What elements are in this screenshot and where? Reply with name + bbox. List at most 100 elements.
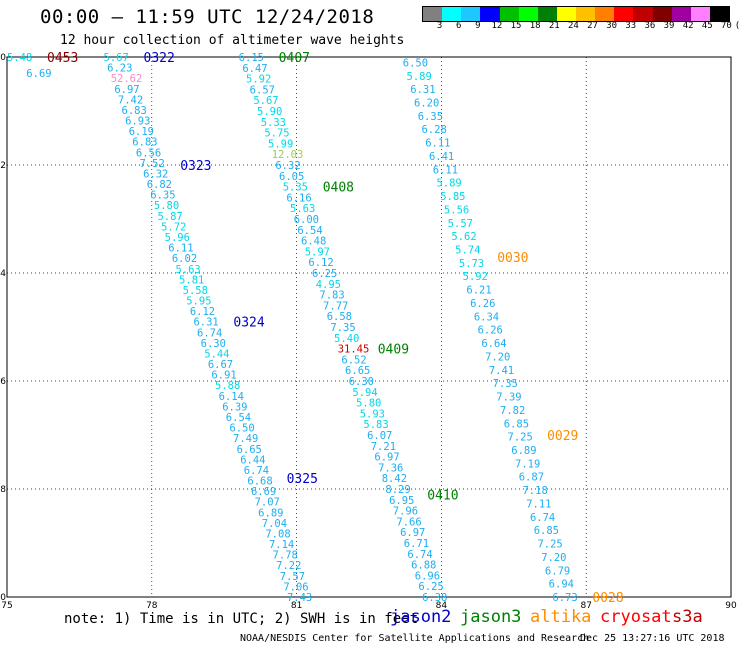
legend-cryosat: cryosat (600, 607, 672, 627)
x-tick-label: 84 (436, 601, 448, 610)
pass-time-label: 0325 (287, 472, 318, 487)
swh-value-label: 7.35 (330, 322, 355, 334)
swh-value-label: 5.48 (7, 52, 32, 64)
chart-title: 00:00 – 11:59 UTC 12/24/2018 (40, 6, 375, 28)
swh-value-label: 5.58 (183, 285, 208, 297)
swh-value-label: 7.08 (265, 528, 290, 540)
swh-value-label: 7.20 (485, 351, 510, 363)
swh-value-label: 6.25 (418, 581, 443, 593)
pass-time-label: 0323 (180, 159, 211, 174)
pass-time-label: 0324 (233, 316, 264, 331)
pass-time-label: 0322 (144, 51, 175, 66)
x-tick-label: 90 (725, 601, 737, 610)
swh-value-label: 6.68 (247, 476, 272, 488)
swh-value-label: 6.96 (415, 570, 440, 582)
swh-value-label: 5.92 (246, 74, 271, 86)
swh-value-label: 6.21 (466, 285, 491, 297)
swh-value-label: 5.81 (179, 274, 204, 286)
swh-value-label: 5.93 (360, 408, 385, 420)
color-scale-cell (576, 7, 596, 21)
y-tick-label: -10 (0, 53, 6, 63)
swh-value-label: 6.74 (197, 327, 222, 339)
swh-value-label: 5.44 (204, 348, 229, 360)
footer-timestamp: Dec 25 13:27:16 UTC 2018 (580, 633, 725, 644)
swh-value-label: 6.65 (237, 444, 262, 456)
swh-value-label: 7.39 (496, 392, 521, 404)
swh-value-label: 7.18 (522, 485, 547, 497)
swh-value-label: 5.57 (448, 218, 473, 230)
swh-value-label: 6.26 (470, 298, 495, 310)
color-scale-cell (442, 7, 462, 21)
swh-value-label: 5.80 (356, 398, 381, 410)
swh-value-label: 6.50 (403, 57, 428, 69)
swh-value-label: 6.31 (410, 84, 435, 96)
swh-value-label: 6.87 (519, 472, 544, 484)
swh-value-label: 5.72 (161, 221, 186, 233)
swh-value-label: 7.36 (378, 462, 403, 474)
swh-value-label: 6.31 (193, 317, 218, 329)
swh-value-label: 52.62 (111, 73, 143, 85)
color-scale-cell (633, 7, 653, 21)
swh-value-label: 5.62 (451, 231, 476, 243)
swh-value-label: 5.95 (186, 296, 211, 308)
swh-value-label: 6.12 (190, 306, 215, 318)
swh-value-label: 5.94 (352, 387, 377, 399)
color-scale-label: 12 (491, 21, 503, 31)
swh-value-label: 7.57 (280, 571, 305, 583)
swh-value-label: 5.74 (455, 245, 480, 257)
swh-value-label: 5.67 (253, 95, 278, 107)
color-scale-cell (518, 7, 538, 21)
pass-time-label: 0030 (497, 251, 528, 266)
swh-value-label: 5.35 (283, 182, 308, 194)
swh-value-label: 5.63 (175, 264, 200, 276)
swh-value-label: 5.40 (334, 333, 359, 345)
x-tick-label: 78 (146, 601, 158, 610)
swh-value-label: 7.66 (396, 516, 421, 528)
swh-value-label: 5.92 (463, 271, 488, 283)
swh-value-label: 5.63 (290, 203, 315, 215)
swh-value-label: 6.34 (474, 311, 499, 323)
color-scale-label: 42 (682, 21, 694, 31)
swh-value-label: 5.83 (363, 419, 388, 431)
swh-value-label: 6.47 (242, 63, 267, 75)
swh-value-label: 6.54 (297, 225, 322, 237)
swh-value-label: 6.52 (341, 354, 366, 366)
x-tick-label: 81 (291, 601, 302, 610)
swh-value-label: 6.97 (374, 452, 399, 464)
swh-value-label: 6.69 (26, 68, 51, 80)
color-scale-cell (480, 7, 500, 21)
swh-value-label: 7.11 (526, 498, 551, 510)
swh-value-label: 6.85 (504, 418, 529, 430)
swh-value-label: 7.04 (262, 518, 287, 530)
swh-value-label: 6.28 (421, 124, 446, 136)
swh-value-label: 6.32 (275, 160, 300, 172)
swh-value-label: 7.42 (118, 94, 143, 106)
swh-value-label: 6.89 (258, 507, 283, 519)
swh-value-label: 6.48 (301, 236, 326, 248)
swh-value-label: 6.35 (150, 190, 175, 202)
swh-value-label: 6.69 (251, 486, 276, 498)
y-tick-label: -16 (0, 377, 6, 387)
swh-value-label: 6.97 (114, 84, 139, 96)
pass-time-label: 0028 (592, 591, 623, 606)
swh-value-label: 6.88 (411, 560, 436, 572)
swh-value-label: 7.52 (139, 158, 164, 170)
color-scale-label: (ft) (734, 21, 740, 31)
plot-frame (6, 56, 732, 598)
y-tick-label: -20 (0, 593, 6, 603)
swh-value-label: 6.74 (407, 549, 432, 561)
color-scale-label: 36 (644, 21, 656, 31)
swh-value-label: 7.35 (493, 378, 518, 390)
swh-value-label: 5.85 (440, 191, 465, 203)
swh-value-label: 5.73 (459, 258, 484, 270)
swh-value-label: 5.97 (305, 246, 330, 258)
swh-value-label: 6.83 (122, 105, 147, 117)
swh-value-label: 7.22 (276, 560, 301, 572)
swh-value-label: 6.82 (147, 179, 172, 191)
color-scale-label: 9 (475, 21, 481, 31)
swh-value-label: 7.20 (541, 552, 566, 564)
color-scale-cell (595, 7, 615, 21)
swh-value-label: 6.57 (250, 84, 275, 96)
swh-value-label: 6.00 (294, 214, 319, 226)
swh-value-label: 6.89 (511, 445, 536, 457)
